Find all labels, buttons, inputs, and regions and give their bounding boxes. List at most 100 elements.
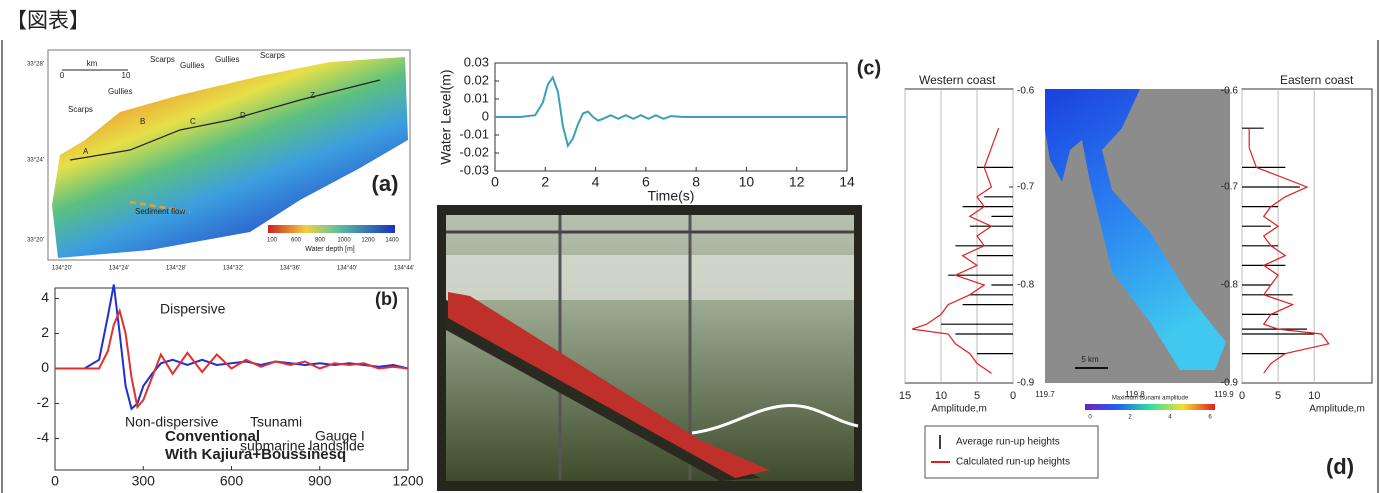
terrain [52,57,408,258]
wave-line [691,403,859,435]
x-tick-label: 6 [642,174,650,190]
legend-label: Conventional [165,428,260,445]
annotation: Dispersive [160,301,226,317]
photo [437,205,862,491]
y-tick-label: -0.03 [459,162,489,177]
x-tick-label: 12 [789,174,805,190]
colorbar-tick: 6 [1208,415,1212,421]
legend-label: Average run-up heights [956,437,1060,448]
x-tick-label: 5 [974,390,980,402]
x-tick-label: 1200 [392,473,423,489]
colorbar-tick: 4 [1168,415,1172,421]
map-annotation: Z [310,91,315,100]
x-tick-label: 900 [308,473,332,489]
y-tick-label: -0.7 [1017,182,1035,193]
x-axis-label: Amplitude,m [931,404,987,415]
depth-colorbar [268,225,395,233]
header: 【図表】 [6,10,90,33]
y-tick-label: -0.9 [1221,378,1239,389]
map-annotation: B [140,117,145,126]
x-tick-label: 5 [1275,390,1281,402]
colorbar-tick: 1200 [361,238,375,244]
x-tick-label: 2 [541,174,549,190]
colorbar-title: Water depth [m] [305,246,355,253]
lon-label: 119.7 [1035,390,1055,399]
x-tick-label: 4 [592,174,600,190]
x-tick-label: 10 [1308,390,1320,402]
legend-label: Calculated run-up heights [956,457,1070,468]
map-annotation: Scarps [68,105,93,114]
colorbar-tick: 2 [1128,415,1132,421]
y-tick-label: -4 [37,429,50,445]
panel-d-map [924,89,1230,479]
series-line [495,75,847,149]
plot-frame [1241,88,1373,384]
map-annotation: D [240,111,246,120]
lat-label: 33°20' [27,238,44,244]
annotation: Non-dispersive [125,414,219,430]
y-tick-label: -0.6 [1221,86,1239,97]
y-tick-label: 0.03 [464,54,489,69]
x-tick-label: 0 [1239,390,1245,402]
y-tick-label: -0.02 [459,144,489,159]
bay-water [1045,89,1226,370]
glass-band [446,255,854,300]
flow-arrow [129,200,191,214]
lon-label: 134°40' [337,266,357,272]
lon-label: 134°24' [109,266,129,272]
x-tick-label: 0 [51,473,59,489]
plot-title: Eastern coast [1280,73,1354,87]
map-annotation: C [190,117,196,126]
annotation: (b) [375,289,398,309]
colorbar-tick: 0 [1088,415,1092,421]
panel-a [47,49,411,261]
colorbar-tick: 1000 [337,238,351,244]
x-tick-label: 15 [899,390,911,402]
annotation: submarine landslide [240,438,365,454]
lat-label: 33°24' [27,158,44,164]
y-tick-label: -2 [37,394,50,410]
colorbar-tick: 100 [267,238,278,244]
legend-box [924,425,1099,479]
map-annotation: Scarps [260,51,285,60]
y-tick-label: 0 [41,359,49,375]
plot-title: Western coast [919,73,996,87]
x-tick-label: 8 [692,174,700,190]
annotation: Tsunami [250,414,302,430]
scarp-line [69,79,381,161]
lon-label: 134°44' [394,266,414,272]
series-line [55,307,409,410]
x-tick-label: 600 [220,473,244,489]
y-tick-label: -0.01 [459,126,489,141]
map-annotation: A [83,147,89,156]
panel-label: (a) [372,171,399,196]
lat-label: 33°28' [27,62,44,68]
x-tick-label: 14 [839,174,855,190]
y-tick-label: 0.01 [464,90,489,105]
map-annotation: Scarps [150,55,175,64]
x-tick-label: 0 [491,174,499,190]
y-tick-label: -0.6 [1017,86,1035,97]
scale-label: 10 [122,71,131,80]
runup-line [1248,128,1330,374]
colorbar-tick: 800 [315,238,326,244]
panel-label: (d) [1326,454,1354,479]
x-axis-label: Time(s) [648,188,695,204]
colorbar-title: Maximum tsunami amplitude [1112,396,1189,402]
y-tick-label: 0 [482,108,489,123]
lon-label: 134°28' [166,266,186,272]
panel-label: (c) [857,57,881,79]
runup-line [912,127,1000,374]
annotation: Gauge I [315,428,365,444]
y-tick-label: -0.9 [1017,378,1035,389]
slide-block [448,292,770,478]
map-annotation: Gullies [108,87,132,96]
y-tick-label: 0.02 [464,72,489,87]
y-tick-label: -0.8 [1017,280,1035,291]
x-tick-label: 0 [1010,390,1016,402]
y-tick-label: -0.8 [1221,280,1239,291]
x-axis-label: Amplitude,m [1309,404,1365,415]
map-annotation: Sediment flow [135,207,185,216]
lon-label: 119.8 [1125,390,1145,399]
